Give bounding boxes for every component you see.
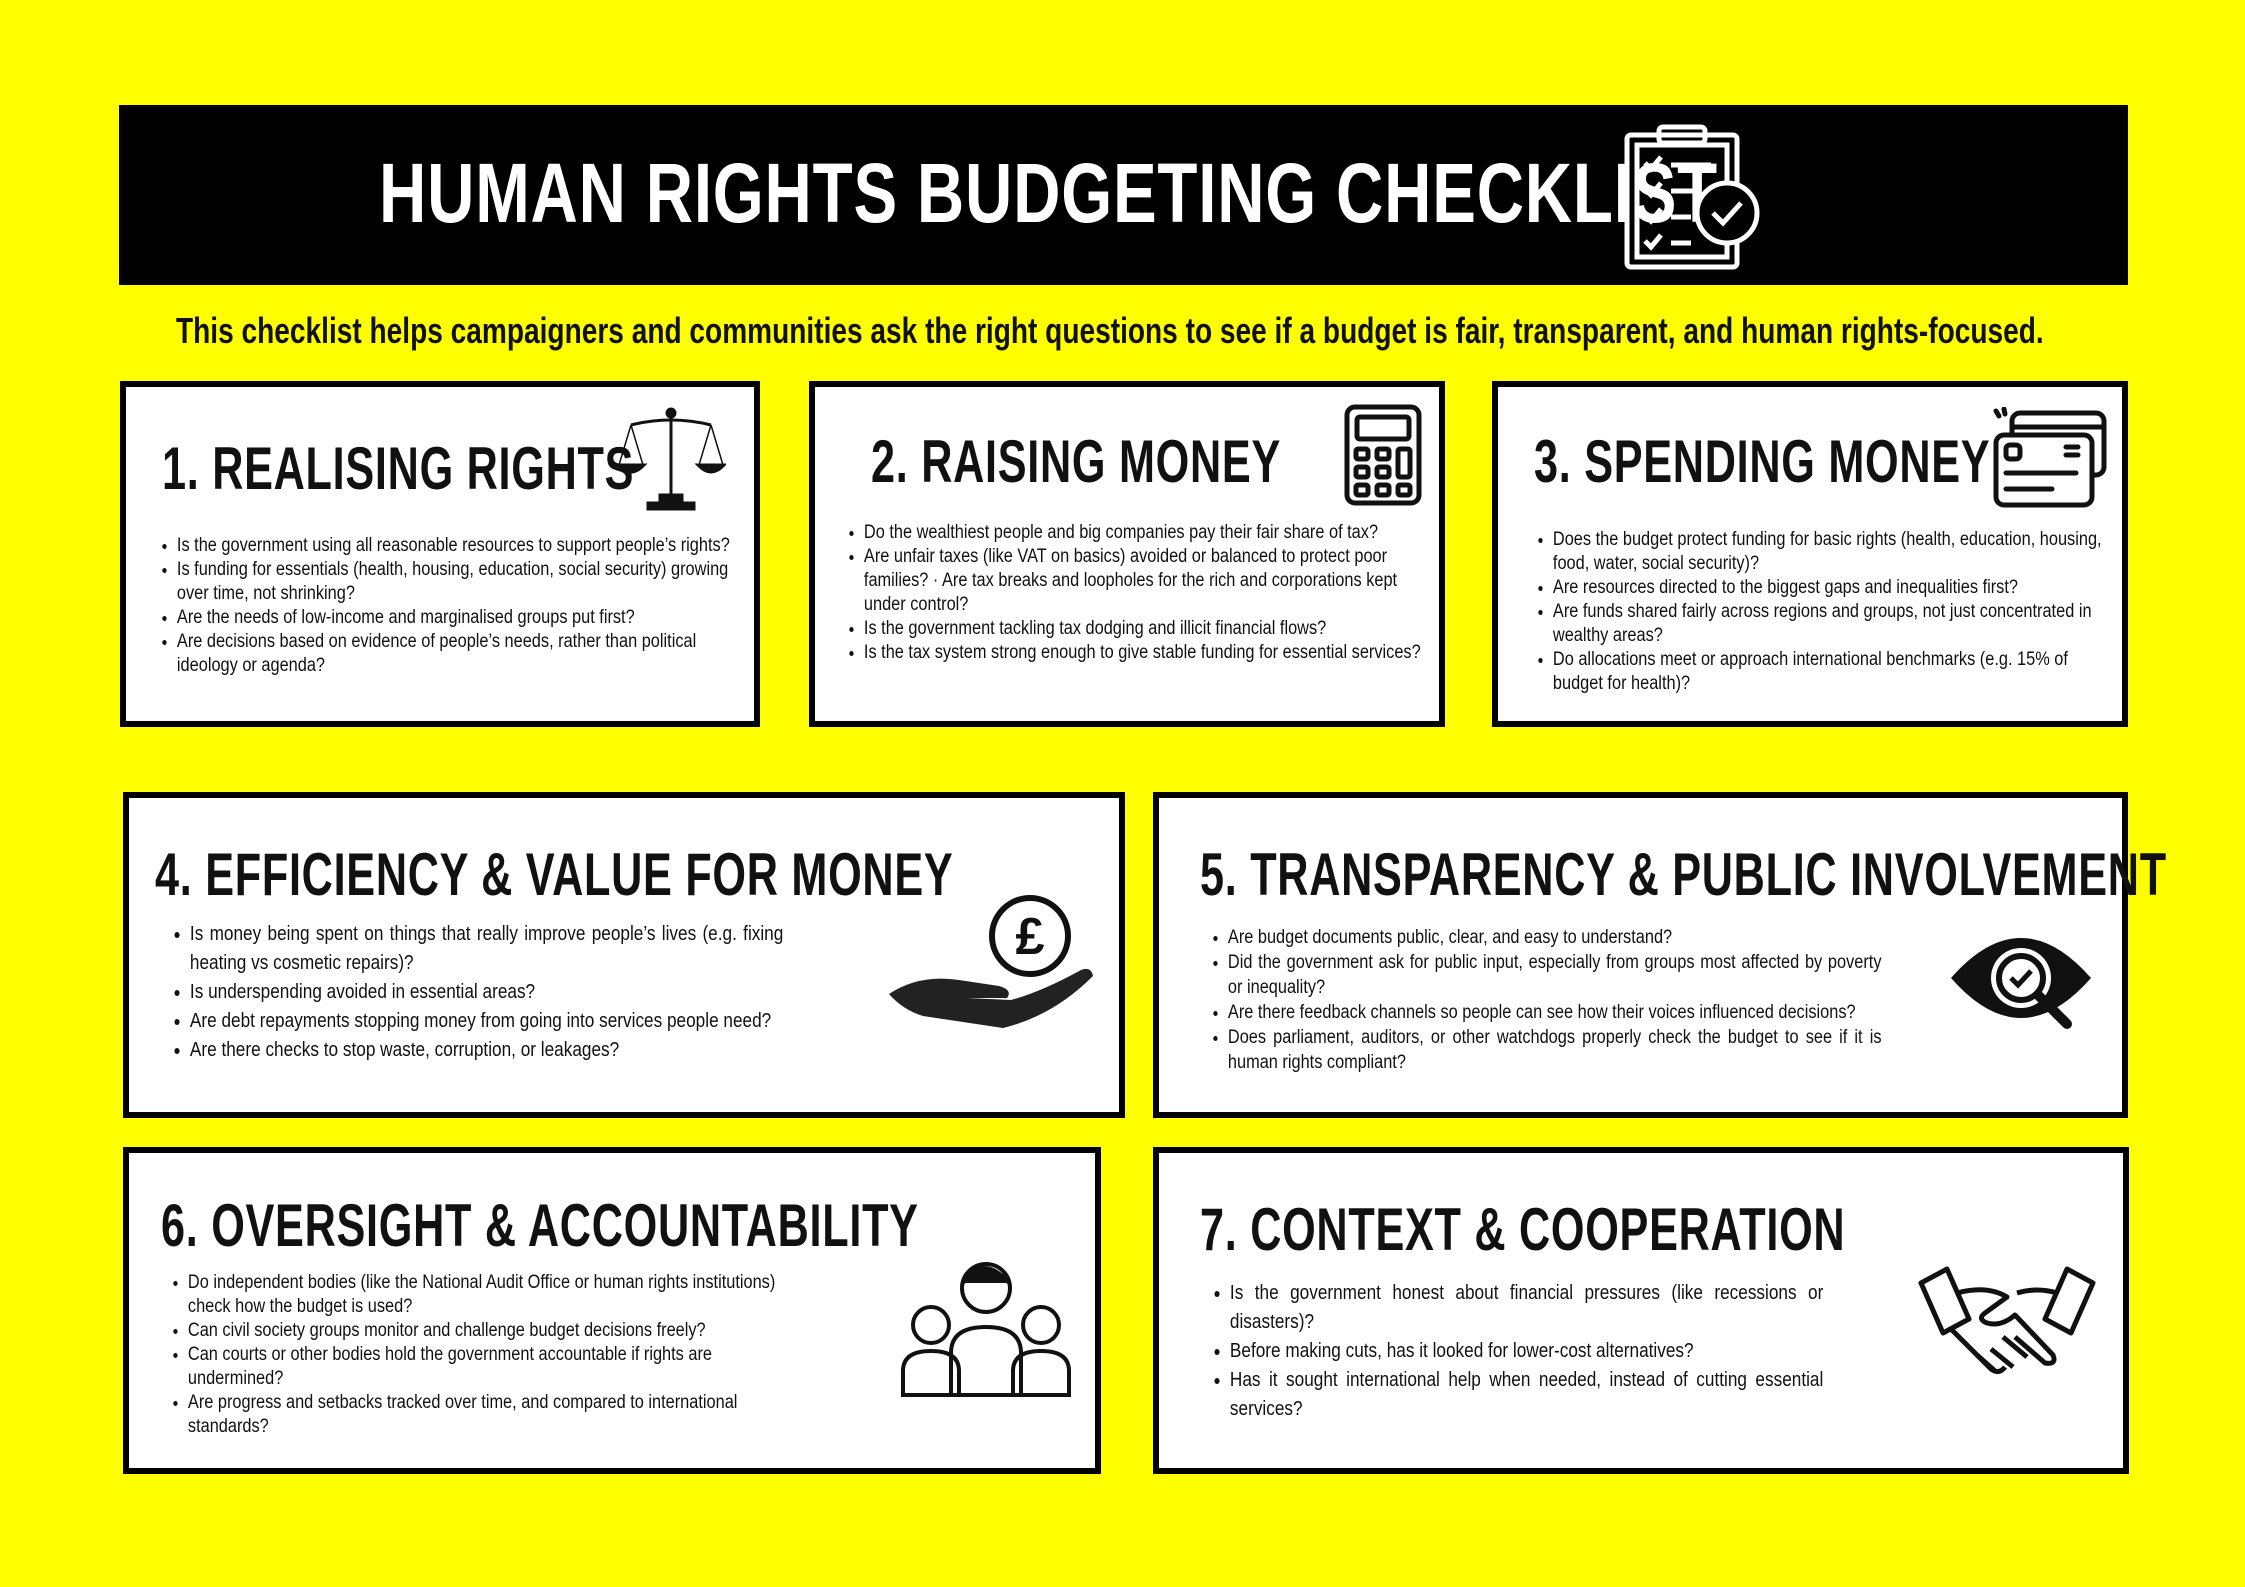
question-item: Are the needs of low-income and marginal…: [177, 606, 736, 630]
section-raising-money: 2. RAISING MONEY Do the wealthiest peopl…: [809, 381, 1445, 727]
question-list: Is the government honest about financial…: [1211, 1279, 1823, 1424]
question-item: Is the government honest about financial…: [1230, 1279, 1823, 1337]
question-item: Can civil society groups monitor and cha…: [188, 1319, 807, 1343]
question-item: Are unfair taxes (like VAT on basics) av…: [864, 545, 1423, 617]
question-item: Are decisions based on evidence of peopl…: [177, 630, 736, 678]
calculator-icon: [1344, 404, 1422, 506]
section-title: 7. CONTEXT & COOPERATION: [1200, 1196, 1846, 1263]
question-item: Can courts or other bodies hold the gove…: [188, 1343, 807, 1391]
question-item: Are resources directed to the biggest ga…: [1553, 576, 2103, 600]
section-efficiency: 4. EFFICIENCY & VALUE FOR MONEY £ Is mon…: [123, 792, 1125, 1118]
hand-with-pound-coin-icon: £: [889, 895, 1093, 1028]
credit-cards-icon: [1993, 407, 2107, 508]
question-item: Are there feedback channels so people ca…: [1228, 1000, 1882, 1025]
question-item: Do the wealthiest people and big compani…: [864, 521, 1423, 545]
question-list: Are budget documents public, clear, and …: [1209, 925, 1882, 1075]
question-item: Has it sought international help when ne…: [1230, 1366, 1823, 1424]
section-context-cooperation: 7. CONTEXT & COOPERATION Is the governme…: [1153, 1147, 2129, 1474]
people-group-icon: [901, 1262, 1071, 1397]
question-item: Is the tax system strong enough to give …: [864, 641, 1423, 665]
question-item: Does parliament, auditors, or other watc…: [1228, 1025, 1882, 1075]
handshake-icon: [1918, 1266, 2096, 1375]
scales-of-justice-icon: [616, 407, 726, 511]
question-item: Is money being spent on things that real…: [190, 920, 783, 978]
question-list: Does the budget protect funding for basi…: [1534, 528, 2103, 696]
section-spending-money: 3. SPENDING MONEY Does the budget protec…: [1492, 381, 2128, 727]
question-list: Is money being spent on things that real…: [171, 920, 783, 1065]
question-item: Are funds shared fairly across regions a…: [1553, 600, 2103, 648]
header-banner: HUMAN RIGHTS BUDGETING CHECKLIST: [119, 105, 2128, 285]
question-item: Do independent bodies (like the National…: [188, 1271, 807, 1319]
question-list: Is the government using all reasonable r…: [158, 534, 736, 678]
question-item: Are progress and setbacks tracked over t…: [188, 1391, 807, 1439]
section-title: 1. REALISING RIGHTS: [162, 435, 635, 502]
section-title: 5. TRANSPARENCY & PUBLIC INVOLVEMENT: [1200, 841, 2167, 908]
question-item: Is the government tackling tax dodging a…: [864, 617, 1423, 641]
question-item: Does the budget protect funding for basi…: [1553, 528, 2103, 576]
question-item: Is underspending avoided in essential ar…: [190, 978, 783, 1007]
section-title: 2. RAISING MONEY: [871, 428, 1281, 495]
question-item: Did the government ask for public input,…: [1228, 950, 1882, 1000]
section-realising-rights: 1. REALISING RIGHTS Is the government us…: [120, 381, 760, 727]
clipboard-checklist-icon: [1624, 124, 1760, 270]
question-item: Do allocations meet or approach internat…: [1553, 648, 2103, 696]
page-title: HUMAN RIGHTS BUDGETING CHECKLIST: [379, 146, 1718, 240]
section-transparency: 5. TRANSPARENCY & PUBLIC INVOLVEMENT Are…: [1153, 792, 2166, 1118]
section-title: 4. EFFICIENCY & VALUE FOR MONEY: [155, 841, 954, 908]
question-item: Is the government using all reasonable r…: [177, 534, 736, 558]
section-oversight: 6. OVERSIGHT & ACCOUNTABILITY Do indepen…: [123, 1147, 1101, 1474]
question-list: Do the wealthiest people and big compani…: [845, 521, 1423, 665]
section-title: 6. OVERSIGHT & ACCOUNTABILITY: [161, 1192, 919, 1259]
question-item: Are there checks to stop waste, corrupti…: [190, 1036, 783, 1065]
eye-magnifier-check-icon: [1951, 938, 2091, 1029]
question-item: Are budget documents public, clear, and …: [1228, 925, 1882, 950]
intro-text: This checklist helps campaigners and com…: [176, 310, 2044, 351]
question-list: Do independent bodies (like the National…: [169, 1271, 807, 1439]
svg-text:£: £: [1016, 908, 1045, 966]
question-item: Before making cuts, has it looked for lo…: [1230, 1337, 1823, 1366]
question-item: Is funding for essentials (health, housi…: [177, 558, 736, 606]
section-title: 3. SPENDING MONEY: [1534, 428, 1991, 495]
question-item: Are debt repayments stopping money from …: [190, 1007, 783, 1036]
